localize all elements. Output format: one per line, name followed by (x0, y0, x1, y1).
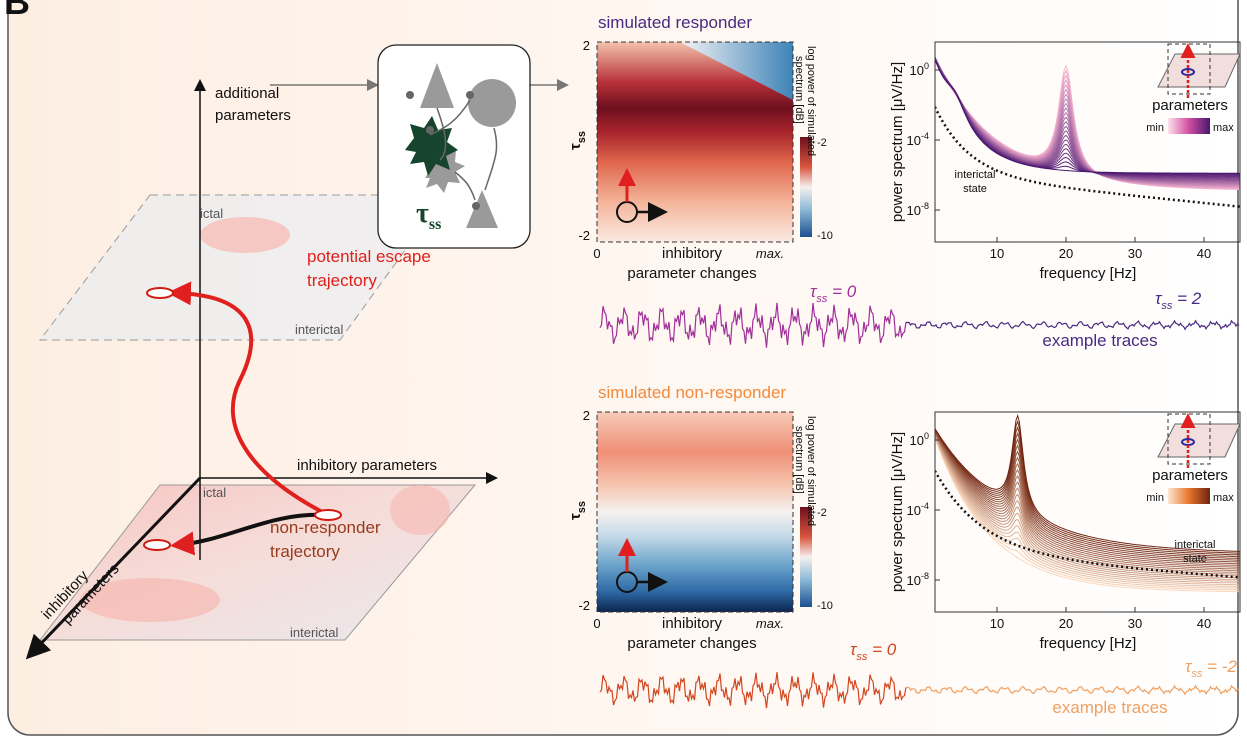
legend-title: parameters (1152, 97, 1228, 114)
state-marker (147, 288, 173, 298)
base: 10 (907, 203, 921, 218)
y-tick-label: 2 (583, 408, 590, 423)
subscript: ss (576, 501, 588, 513)
synapse (426, 126, 434, 134)
colorbar-label: spectrum [dB] (793, 56, 805, 124)
ictal-region (200, 217, 290, 253)
annotation: state (963, 183, 987, 195)
subscript: ss (1161, 300, 1173, 312)
trajectory-label: trajectory (307, 271, 377, 290)
y-tick-label: 2 (583, 38, 590, 53)
trajectory-label: non-responder (270, 518, 381, 537)
legend-title: parameters (1152, 467, 1228, 484)
colorbar-tick-label: -10 (817, 230, 833, 242)
ictal-region (390, 485, 450, 535)
x-tick-label: 0 (593, 246, 600, 261)
exponent: -8 (921, 201, 929, 211)
colorbar-label: log power of simulated (805, 416, 817, 526)
heatmap (597, 412, 793, 612)
colorbar-tick-label: -10 (817, 600, 833, 612)
y-tick-label: -2 (578, 228, 590, 243)
annotation: interictal (955, 169, 996, 181)
synapse (472, 202, 480, 210)
rest: = 0 (867, 640, 896, 659)
y-axis-label: power spectrum [μV/Hz] (889, 432, 906, 592)
x-tick-label: 10 (990, 616, 1004, 631)
legend-bar (1168, 488, 1210, 504)
base: 10 (910, 433, 924, 448)
synapse (466, 91, 474, 99)
plane-label: interictal (290, 625, 339, 640)
rest: = 0 (827, 282, 856, 301)
panel-title: simulated responder (598, 13, 752, 32)
x-tick-label: 10 (990, 246, 1004, 261)
exponent: -4 (921, 131, 929, 141)
x-axis-label: parameter changes (627, 265, 756, 282)
y-tick-label: -2 (578, 598, 590, 613)
subscript: ss (576, 131, 588, 143)
colorbar-tick-label: -2 (817, 137, 827, 149)
x-tick-label: 30 (1128, 246, 1142, 261)
state-marker (144, 540, 170, 550)
legend-label: max (1213, 492, 1234, 504)
page: B additional parameters inhibitory param… (0, 0, 1247, 743)
subscript: ss (1191, 668, 1203, 680)
x-axis-label: inhibitory (662, 245, 723, 262)
network-box (378, 45, 530, 248)
base: 10 (907, 133, 921, 148)
exponent: -4 (921, 501, 929, 511)
colorbar-label: log power of simulated (805, 46, 817, 156)
legend-label: max (1213, 122, 1234, 134)
x-tick-label: max. (756, 246, 784, 261)
exponent: 0 (924, 61, 929, 71)
legend-label: min (1146, 122, 1164, 134)
annotation: interictal (1175, 539, 1216, 551)
trajectory-label: trajectory (270, 542, 340, 561)
subscript: ss (856, 651, 868, 663)
panel-title: simulated non-responder (598, 383, 786, 402)
subscript: ss (429, 216, 441, 233)
x-tick-label: 30 (1128, 616, 1142, 631)
x-tick-label: max. (756, 616, 784, 631)
annotation: state (1183, 553, 1207, 565)
base: 10 (907, 573, 921, 588)
axis-label: additional (215, 85, 279, 102)
legend-bar (1168, 118, 1210, 134)
x-axis-label: parameter changes (627, 635, 756, 652)
x-tick-label: 40 (1197, 616, 1211, 631)
rest: = 2 (1172, 289, 1201, 308)
y-axis-label: power spectrum [μV/Hz] (889, 62, 906, 222)
synapse (406, 91, 414, 99)
trace-label: example traces (1052, 698, 1167, 717)
trace-label: example traces (1042, 331, 1157, 350)
exponent: -8 (921, 571, 929, 581)
neuron (468, 79, 516, 127)
base: 10 (907, 503, 921, 518)
colorbar-tick-label: -2 (817, 507, 827, 519)
plane-label: ictal (203, 485, 226, 500)
plane-label: interictal (295, 322, 344, 337)
x-tick-label: 20 (1059, 246, 1073, 261)
base: 10 (910, 63, 924, 78)
x-axis-label: inhibitory (662, 615, 723, 632)
symbol: τ (416, 198, 429, 229)
trajectory-label: potential escape (307, 247, 431, 266)
plane-label: ictal (200, 206, 223, 221)
x-tick-label: 20 (1059, 616, 1073, 631)
x-tick-label: 40 (1197, 246, 1211, 261)
axis-label: parameters (215, 107, 291, 124)
axis-label: inhibitory parameters (297, 457, 437, 474)
exponent: 0 (924, 431, 929, 441)
colorbar-label: spectrum [dB] (793, 426, 805, 494)
rest: = -2 (1202, 657, 1237, 676)
x-axis-label: frequency [Hz] (1040, 635, 1137, 652)
legend-label: min (1146, 492, 1164, 504)
x-tick-label: 0 (593, 616, 600, 631)
x-axis-label: frequency [Hz] (1040, 265, 1137, 282)
panel-label: B (4, 0, 30, 22)
figure: B additional parameters inhibitory param… (0, 0, 1247, 743)
subscript: ss (816, 293, 828, 305)
